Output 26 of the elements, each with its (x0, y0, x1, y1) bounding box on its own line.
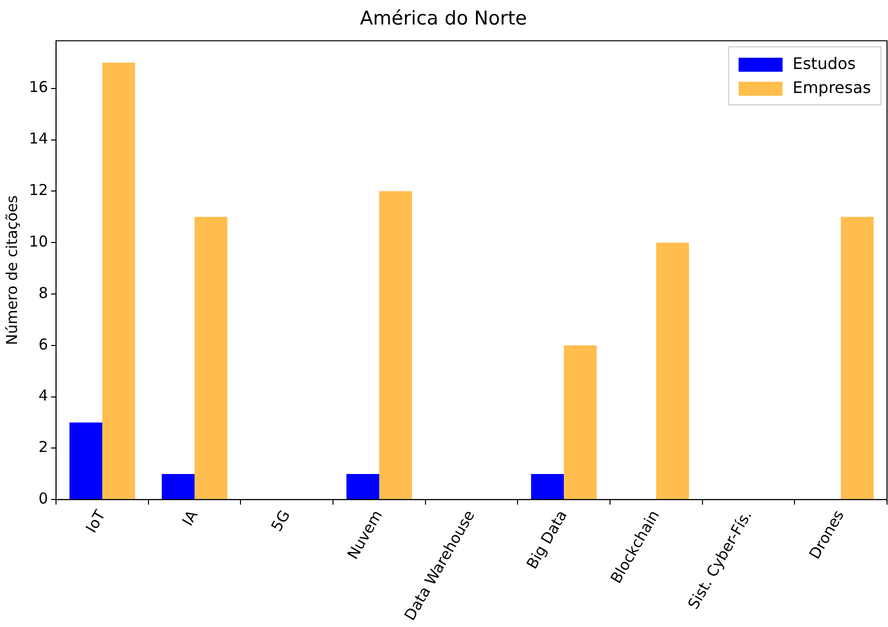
y-tick-label: 14 (28, 130, 48, 148)
bar (69, 422, 102, 500)
y-tick-label: 0 (38, 490, 48, 508)
x-tick-label: IA (178, 506, 202, 529)
bar (102, 62, 136, 500)
bar (840, 216, 874, 500)
y-tick-label: 12 (28, 181, 48, 200)
bar (346, 474, 380, 500)
x-tick-label: IoT (82, 506, 110, 536)
y-tick-label: 8 (38, 284, 48, 302)
bar (162, 474, 195, 500)
legend-label: Estudos (792, 54, 856, 73)
chart-title: América do Norte (360, 7, 527, 30)
bar (656, 242, 689, 500)
y-tick-label: 10 (28, 232, 48, 250)
y-tick-label: 4 (38, 386, 48, 405)
bar (194, 216, 228, 500)
y-tick-label: 2 (38, 438, 48, 456)
y-tick-label: 6 (38, 335, 48, 354)
bar (379, 191, 412, 500)
bar (564, 345, 597, 500)
legend-label: Empresas (792, 78, 872, 97)
y-tick-label: 16 (28, 78, 48, 96)
bar (531, 474, 564, 500)
y-axis-title: Número de citações (2, 195, 21, 346)
x-tick-label: 5G (268, 507, 294, 534)
